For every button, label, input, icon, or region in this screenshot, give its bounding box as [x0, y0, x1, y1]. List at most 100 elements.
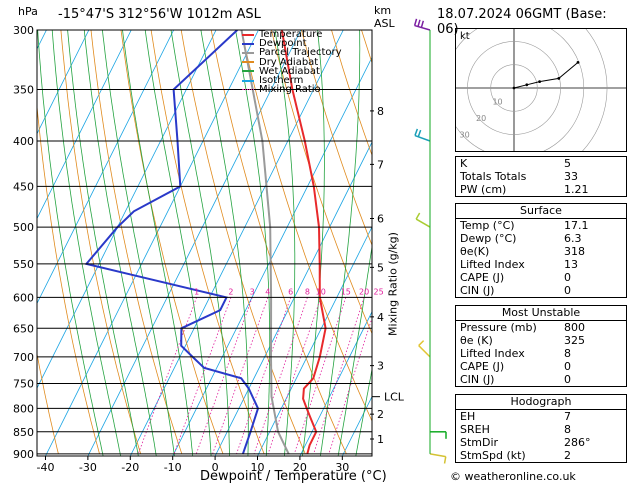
wind-barb-flag	[420, 20, 425, 28]
row-value: 13	[564, 258, 578, 271]
indices-table: K 5 Totals Totals 33 PW (cm) 1.21	[455, 156, 627, 197]
wind-barb-flag	[443, 456, 447, 464]
hodograph-panel: kt 10203040	[455, 28, 627, 152]
parcel-trajectory-line	[240, 30, 290, 455]
hodograph-ring-label: 30	[460, 130, 470, 139]
hodograph-trace	[513, 62, 579, 89]
pressure-tick-label: 400	[13, 135, 34, 148]
table-row: Totals Totals 33	[456, 170, 626, 183]
wind-barb	[429, 453, 446, 458]
legend: Temperature Dewpoint Parcel Trajectory Dry …	[242, 29, 342, 96]
mixing-ratio-label: 6	[288, 287, 293, 296]
table-row: Temp (°C) 17.1	[456, 219, 626, 232]
pressure-tick-label: 300	[13, 24, 34, 37]
mixing-ratio-line	[195, 297, 253, 455]
hodograph-kt-label: kt	[460, 31, 470, 42]
table-row: θe(K) 318	[456, 245, 626, 258]
row-value: 17.1	[564, 219, 589, 232]
row-value: 6.3	[564, 232, 582, 245]
isotherm-line	[37, 30, 217, 390]
lcl-label: LCL	[384, 391, 405, 404]
wet-adiabat-line	[200, 30, 249, 456]
hodograph-ring	[467, 41, 561, 135]
row-key: θe(K)	[460, 245, 490, 258]
wet-adiabat-line	[102, 30, 175, 456]
hodograph-table-title: Hodograph	[456, 395, 626, 410]
wet-adiabat-line	[337, 243, 372, 456]
legend-label: Dewpoint	[259, 38, 307, 50]
mixing-ratio-line	[137, 297, 197, 455]
legend-label: Mixing Ratio	[259, 84, 321, 96]
row-value: 33	[564, 170, 578, 183]
hodograph-point	[576, 61, 580, 64]
row-value: 0	[564, 271, 571, 284]
wind-barb-flag	[413, 18, 418, 26]
km-tick-label: 8	[377, 105, 384, 118]
row-key: Temp (°C)	[460, 219, 515, 232]
legend-label: Temperature	[259, 29, 323, 40]
row-value: 7	[564, 410, 571, 423]
pressure-tick-label: 350	[13, 83, 34, 96]
row-value: 0	[564, 360, 571, 373]
temperature-tick-label: -30	[79, 461, 97, 474]
legend-item-isotherm: Isotherm	[242, 75, 342, 86]
row-value: 8	[564, 347, 571, 360]
km-tick-label: 6	[377, 213, 384, 226]
asl-label: ASL	[374, 17, 395, 30]
temperature-tick-label: -20	[121, 461, 139, 474]
dry-adiabat-line	[120, 30, 224, 455]
surface-table: Surface Temp (°C) 17.1 Dewp (°C) 6.3 θe(K) 31…	[455, 203, 627, 298]
legend-swatch	[242, 79, 254, 82]
table-row: Lifted Index 8	[456, 347, 626, 360]
row-value: 2	[564, 449, 571, 462]
legend-swatch	[242, 51, 254, 54]
row-value: 0	[564, 284, 571, 297]
km-tick-label: 7	[377, 158, 384, 171]
row-key: Lifted Index	[460, 258, 525, 271]
mixing-ratio-label: 25	[374, 287, 384, 296]
wet-adiabat-line	[144, 30, 212, 456]
row-key: StmDir	[460, 436, 499, 449]
surface-title: Surface	[456, 204, 626, 219]
mixing-ratio-label: 10	[316, 287, 326, 296]
table-row: θe (K) 325	[456, 334, 626, 347]
isotherm-line	[0, 30, 4, 456]
table-row: EH 7	[456, 410, 626, 423]
table-row: PW (cm) 1.21	[456, 183, 626, 196]
legend-swatch	[242, 42, 254, 45]
location-title: -15°47'S 312°56'W 1012m ASL	[58, 7, 261, 22]
row-key: θe (K)	[460, 334, 493, 347]
temperature-tick-label: 0	[212, 461, 219, 474]
most-unstable-title: Most Unstable	[456, 306, 626, 321]
wind-barb	[414, 24, 431, 31]
legend-item-wet-adiabat: Wet Adiabat	[242, 66, 342, 76]
km-tick-label: 2	[377, 408, 384, 421]
row-value: 800	[564, 321, 585, 334]
legend-item-dry-adiabat: Dry Adiabat	[242, 57, 342, 67]
table-row: StmSpd (kt) 2	[456, 449, 626, 462]
wet-adiabat-line	[320, 30, 361, 456]
isotherm-line	[172, 56, 372, 456]
hpa-label: hPa	[18, 5, 38, 18]
hodograph-ring	[582, 29, 608, 151]
temperature-tick-label: 10	[251, 461, 265, 474]
table-row: Dewp (°C) 6.3	[456, 232, 626, 245]
legend-item-temperature: Temperature	[242, 29, 342, 40]
pressure-tick-label: 900	[13, 448, 34, 461]
plot-frame	[36, 29, 373, 457]
wind-barb-flag	[418, 340, 425, 347]
wet-adiabat-line	[274, 30, 296, 456]
wet-adiabat-line	[355, 367, 372, 456]
mixing-ratio-line	[293, 297, 347, 455]
hodograph-plot: 10203040	[456, 29, 626, 151]
legend-swatch	[242, 70, 254, 73]
legend-item-parcel: Parcel Trajectory	[242, 48, 342, 58]
isotherm-line	[45, 30, 259, 456]
pressure-tick-label: 700	[13, 351, 34, 364]
pressure-tick-label: 750	[13, 378, 34, 391]
row-key: EH	[460, 410, 476, 423]
row-value: 286°	[564, 436, 591, 449]
temperature-tick-label: 20	[293, 461, 307, 474]
datetime-title: 18.07.2024 06GMT (Base: 06)	[437, 7, 607, 37]
